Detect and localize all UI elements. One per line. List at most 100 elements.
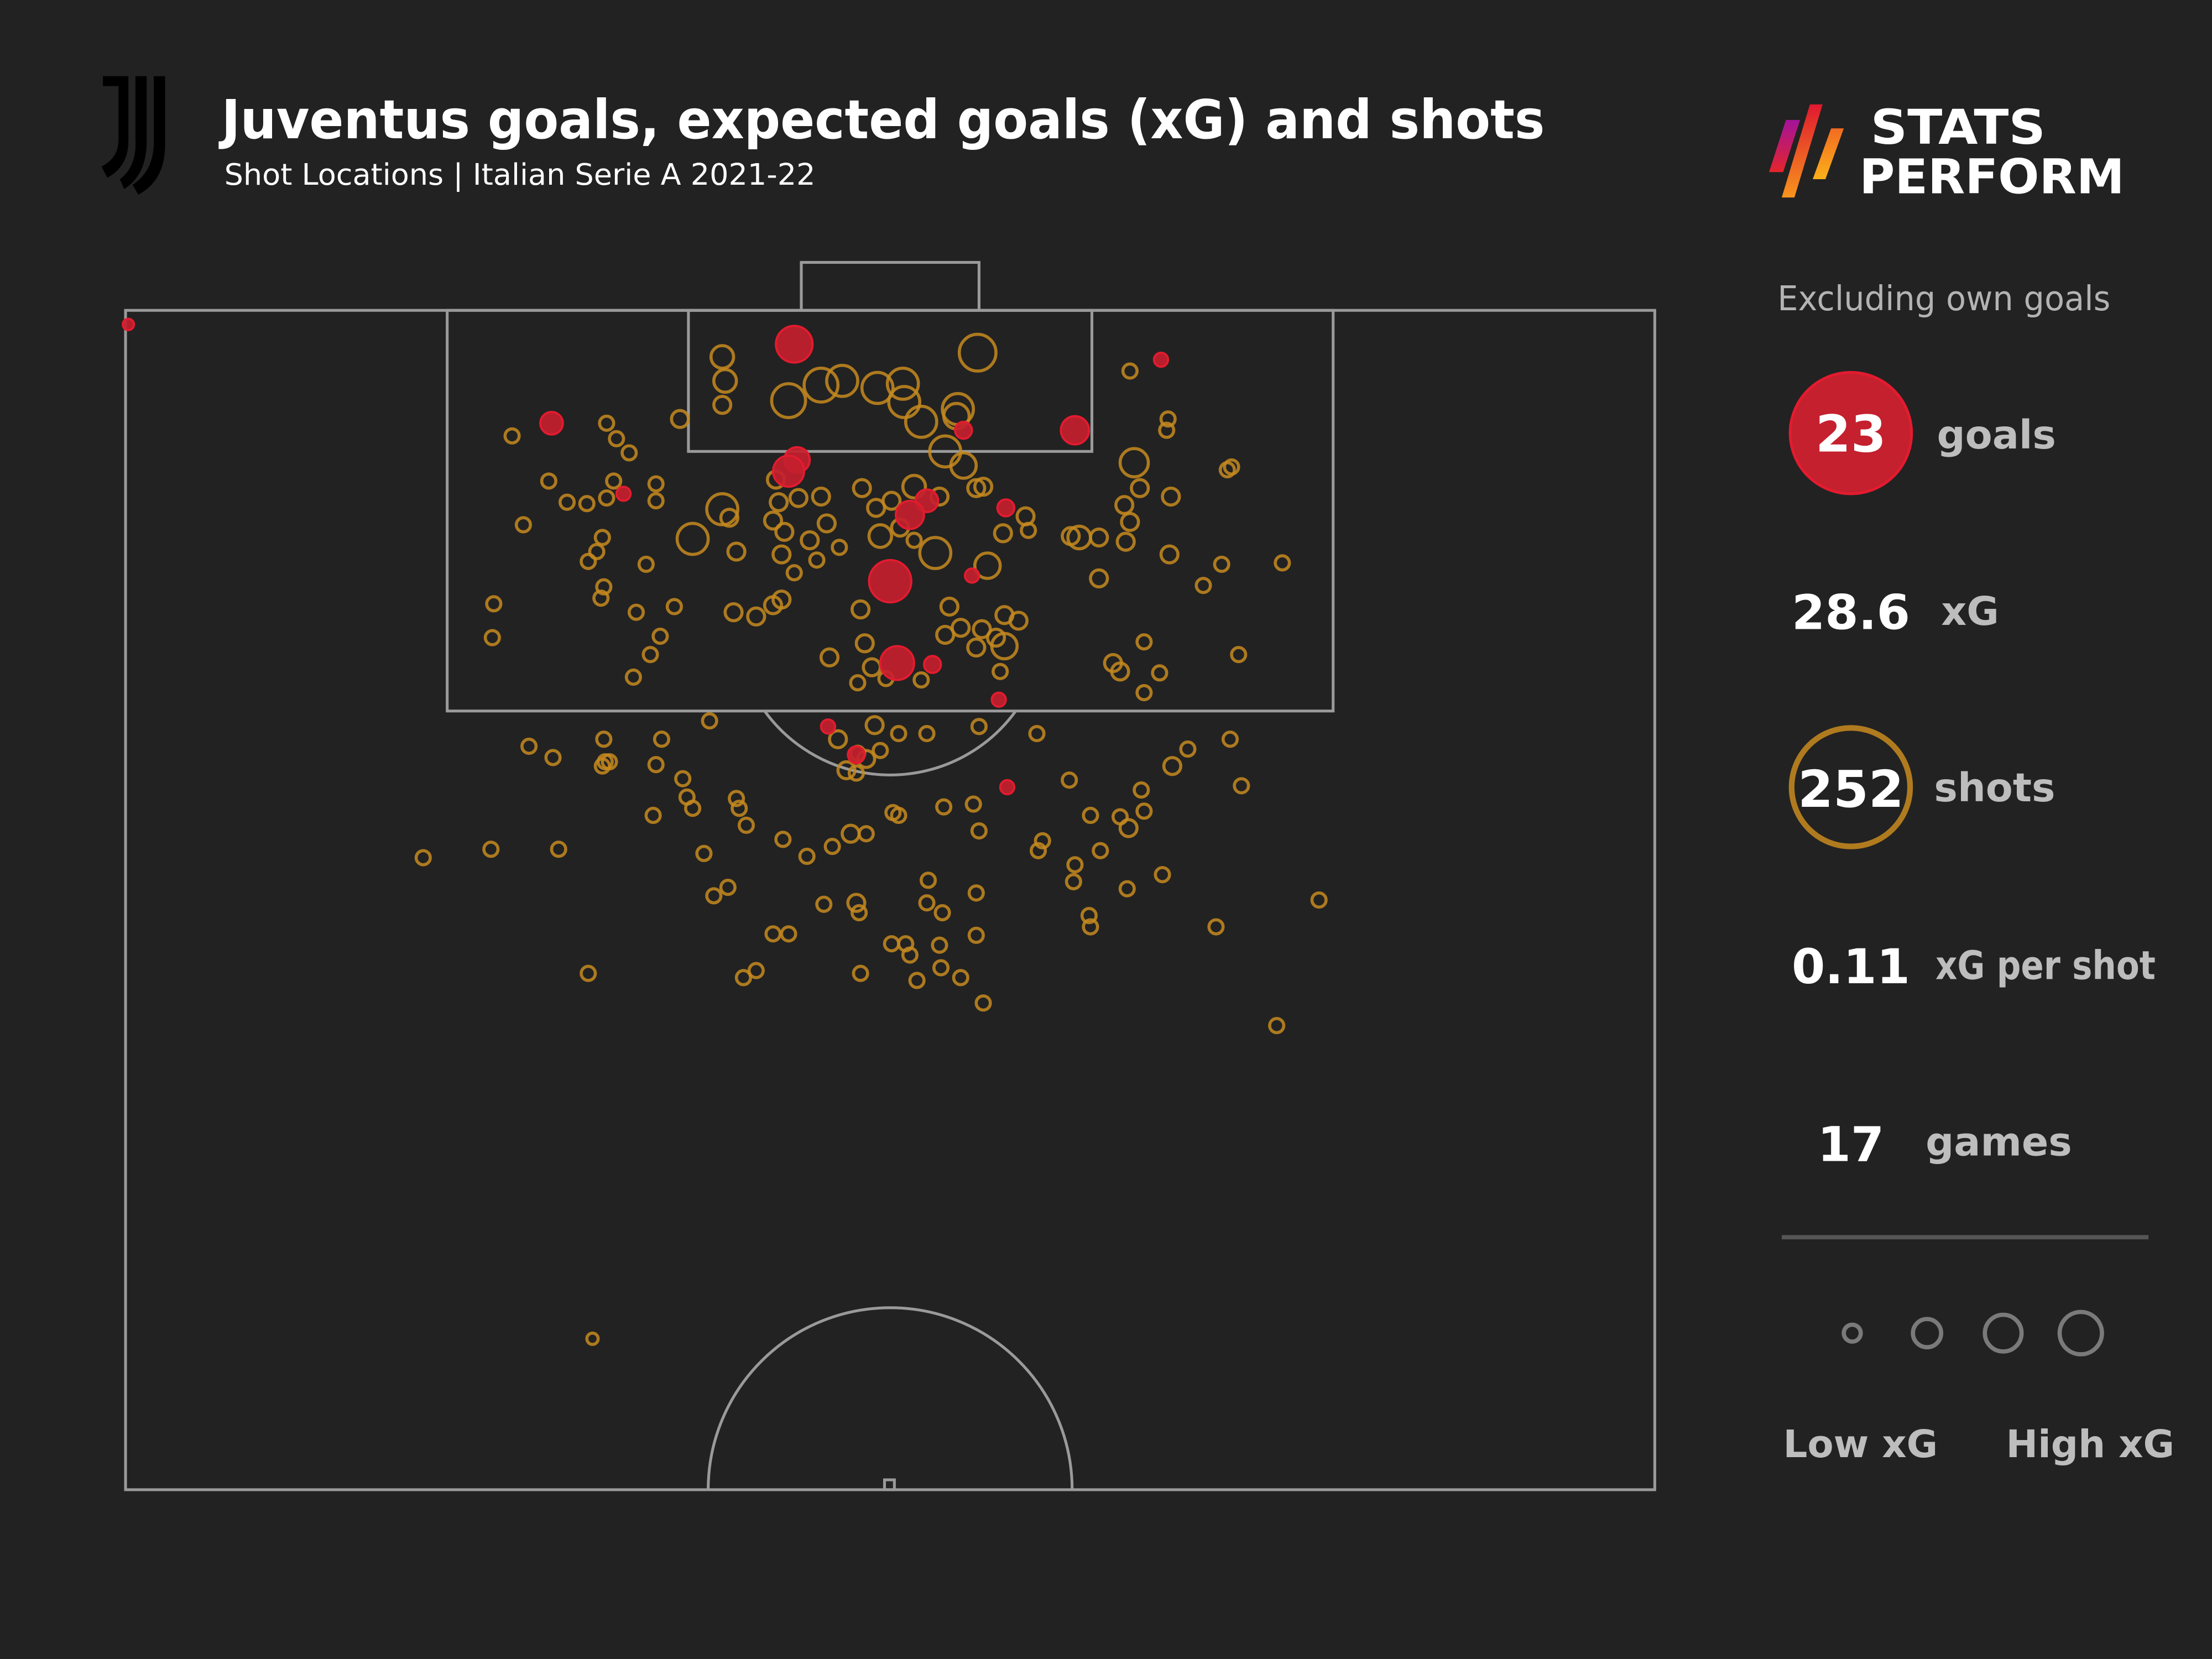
shot-marker bbox=[1151, 664, 1168, 682]
shot-marker bbox=[719, 879, 737, 896]
shot-marker bbox=[815, 895, 833, 913]
shot-marker bbox=[1154, 866, 1171, 884]
stats-perform-logo: STATS PERFORM bbox=[1768, 100, 2125, 205]
goal-marker bbox=[990, 691, 1007, 708]
shot-marker bbox=[967, 884, 985, 902]
shot-marker bbox=[651, 627, 669, 645]
goals-badge-icon bbox=[1788, 371, 1913, 495]
shot-marker bbox=[992, 662, 1009, 680]
shot-marker bbox=[514, 516, 532, 534]
shot-marker bbox=[771, 544, 792, 565]
shot-marker bbox=[949, 451, 978, 480]
shot-marker bbox=[972, 619, 992, 639]
brand-stripe-icon bbox=[1813, 128, 1844, 179]
shot-marker bbox=[1274, 554, 1291, 572]
shot-marker bbox=[973, 476, 994, 497]
shot-marker bbox=[1114, 495, 1135, 515]
shot-marker bbox=[901, 473, 927, 500]
shot-marker bbox=[647, 756, 665, 774]
shot-marker bbox=[1221, 731, 1239, 748]
shot-marker bbox=[1029, 842, 1047, 859]
shot-marker bbox=[823, 838, 841, 855]
shots-label: shots bbox=[1934, 765, 2055, 811]
shot-marker bbox=[933, 904, 951, 922]
shot-marker bbox=[1120, 512, 1140, 532]
shot-marker bbox=[544, 749, 562, 766]
shot-marker bbox=[746, 606, 766, 627]
shot-marker bbox=[1159, 544, 1180, 565]
shot-marker bbox=[802, 367, 840, 404]
shot-marker bbox=[780, 925, 797, 943]
shots-value: 252 bbox=[1798, 760, 1904, 819]
shot-marker bbox=[1135, 802, 1153, 820]
shot-marker bbox=[808, 551, 826, 569]
center-circle bbox=[707, 1306, 1074, 1490]
shot-marker bbox=[585, 1331, 600, 1346]
shot-marker bbox=[819, 647, 840, 667]
shot-marker bbox=[675, 521, 710, 556]
shot-marker bbox=[647, 475, 665, 493]
shot-marker bbox=[918, 536, 953, 570]
shot-marker bbox=[901, 946, 919, 964]
xg-per-shot-value: 0.11 bbox=[1792, 939, 1910, 995]
shot-marker bbox=[1194, 577, 1212, 594]
shot-marker bbox=[905, 531, 923, 549]
shot-marker bbox=[1233, 777, 1250, 795]
shot-marker bbox=[1028, 724, 1046, 743]
shot-marker bbox=[653, 731, 670, 748]
shot-marker bbox=[770, 382, 807, 419]
shot-marker bbox=[774, 521, 795, 542]
goal-frame bbox=[800, 260, 980, 312]
brand-stripe-icon bbox=[1768, 119, 1801, 173]
shot-marker bbox=[1110, 661, 1130, 682]
shot-marker bbox=[1230, 646, 1248, 664]
goal-marker bbox=[996, 498, 1016, 518]
shot-marker bbox=[1118, 818, 1139, 838]
shot-marker bbox=[1089, 527, 1109, 548]
shot-marker bbox=[485, 595, 503, 613]
shot-marker bbox=[483, 629, 501, 646]
stats-panel: Excluding own goals 23 goals 28.6 xG 252… bbox=[1777, 279, 2174, 1467]
shot-marker bbox=[825, 363, 859, 398]
shot-marker bbox=[798, 847, 816, 865]
shot-marker bbox=[1161, 486, 1181, 507]
shot-marker bbox=[1061, 771, 1078, 789]
shot-marker bbox=[1020, 521, 1037, 539]
shot-marker bbox=[1121, 362, 1139, 380]
goal-marker bbox=[122, 317, 135, 331]
shot-marker bbox=[647, 492, 665, 510]
shot-marker bbox=[990, 632, 1019, 661]
shot-marker bbox=[952, 969, 969, 987]
shot-marker bbox=[592, 589, 610, 607]
shot-marker bbox=[973, 551, 1002, 580]
shot-marker bbox=[731, 800, 748, 817]
shot-marker bbox=[1135, 633, 1153, 651]
shot-marker bbox=[580, 552, 597, 570]
shot-marker bbox=[1080, 907, 1098, 925]
shot-marker bbox=[852, 964, 869, 982]
shot-marker bbox=[747, 962, 765, 979]
shot-marker bbox=[931, 936, 948, 954]
shot-marker bbox=[918, 894, 936, 912]
goal-marker bbox=[999, 779, 1016, 796]
shot-marker bbox=[670, 409, 690, 429]
goal-marker bbox=[923, 655, 942, 674]
shot-marker bbox=[857, 825, 875, 843]
shot-marker bbox=[578, 495, 596, 513]
shot-marker bbox=[831, 539, 848, 556]
shot-marker bbox=[872, 742, 889, 759]
shot-marker bbox=[935, 624, 956, 645]
shot-marker bbox=[771, 589, 792, 610]
shot-marker bbox=[644, 806, 662, 825]
legend-circle-m-icon bbox=[1983, 1312, 2024, 1354]
legend-circle-xs-icon bbox=[1841, 1322, 1863, 1344]
shot-marker bbox=[595, 731, 613, 748]
shot-marker bbox=[620, 444, 638, 462]
shot-marker bbox=[1207, 918, 1225, 936]
goal-marker bbox=[894, 499, 925, 530]
shot-marker bbox=[601, 753, 618, 771]
shot-marker bbox=[1179, 740, 1197, 758]
shot-marker bbox=[890, 806, 907, 825]
shot-marker bbox=[503, 427, 521, 445]
shot-marker bbox=[788, 488, 808, 508]
